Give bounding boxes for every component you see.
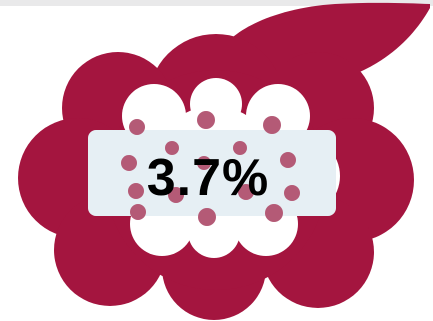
value-label: 3.7%	[78, 143, 338, 213]
